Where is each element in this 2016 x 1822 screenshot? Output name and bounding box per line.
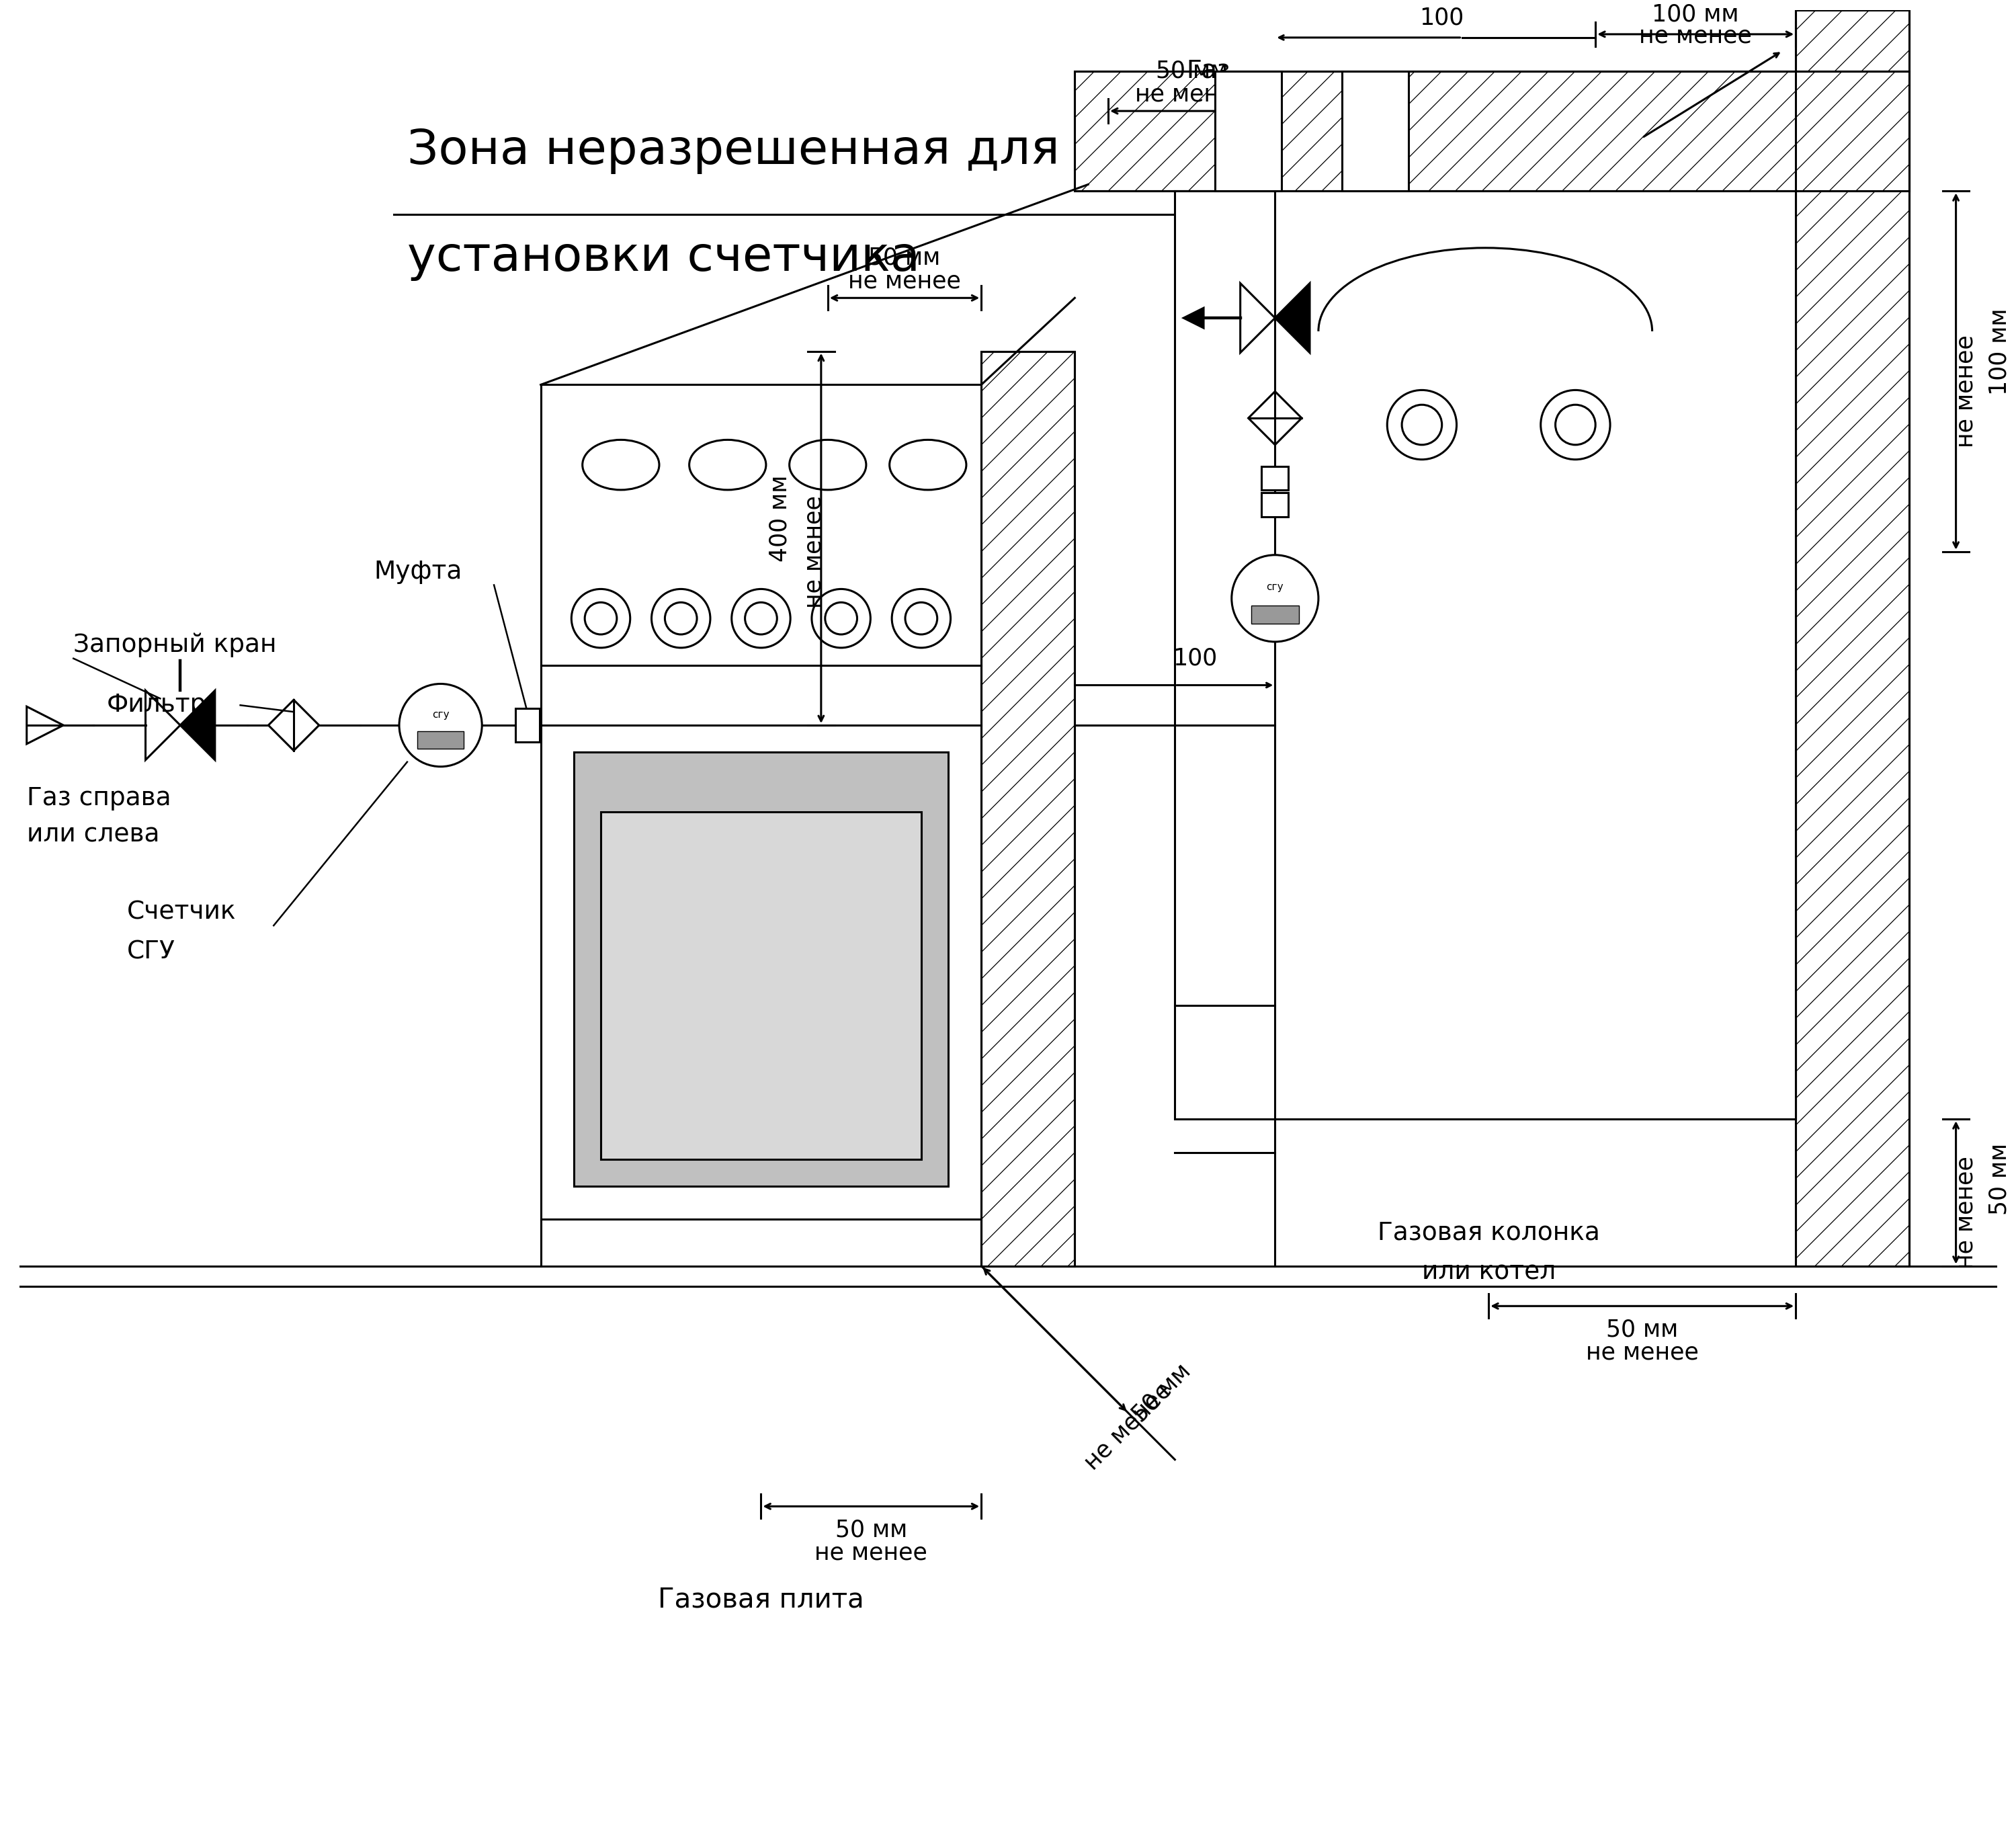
Bar bbox=[1796, 11, 1909, 1266]
Text: 400 мм: 400 мм bbox=[768, 476, 790, 561]
Text: 50 мм: 50 мм bbox=[835, 1518, 907, 1541]
Text: Фильтр: Фильтр bbox=[107, 692, 206, 718]
Text: 50 мм: 50 мм bbox=[1155, 60, 1228, 82]
Text: 100: 100 bbox=[1419, 5, 1464, 29]
Text: Муфта: Муфта bbox=[373, 559, 462, 583]
Text: Газ справа: Газ справа bbox=[26, 787, 171, 811]
Bar bbox=[1252, 605, 1298, 623]
Text: 100 мм: 100 мм bbox=[1988, 308, 2010, 395]
Text: Газовая плита: Газовая плита bbox=[657, 1587, 865, 1612]
Text: не менее: не менее bbox=[814, 1541, 927, 1565]
Text: Запорный кран: Запорный кран bbox=[73, 632, 276, 658]
Bar bbox=[1075, 71, 1909, 191]
Polygon shape bbox=[179, 691, 216, 760]
Bar bbox=[1262, 494, 1288, 517]
Bar bbox=[1343, 71, 1409, 191]
Bar bbox=[982, 352, 1075, 1266]
Text: не менее: не менее bbox=[849, 270, 962, 293]
Circle shape bbox=[399, 683, 482, 767]
Bar bbox=[1216, 71, 1282, 191]
Text: не менее: не менее bbox=[802, 496, 827, 609]
Text: не менее: не менее bbox=[1135, 82, 1248, 106]
Text: СГУ: СГУ bbox=[127, 940, 175, 964]
Bar bbox=[982, 352, 1075, 1266]
Text: 100 мм: 100 мм bbox=[1651, 4, 1740, 26]
Bar bbox=[1075, 71, 1909, 191]
Text: не менее: не менее bbox=[1956, 335, 1978, 448]
Polygon shape bbox=[1274, 282, 1310, 353]
Bar bbox=[1262, 466, 1288, 490]
Text: 50 мм: 50 мм bbox=[869, 246, 941, 270]
Text: не менее: не менее bbox=[1956, 1157, 1978, 1268]
Bar bbox=[575, 752, 948, 1186]
Bar bbox=[417, 731, 464, 749]
Text: 100: 100 bbox=[1173, 647, 1218, 670]
Text: Газ: Газ bbox=[1185, 58, 1230, 84]
Text: сгу: сгу bbox=[431, 709, 450, 720]
Bar bbox=[540, 384, 982, 1219]
Text: не менее: не менее bbox=[1081, 1377, 1175, 1474]
Text: не менее: не менее bbox=[1639, 26, 1752, 47]
Bar bbox=[516, 709, 540, 742]
Bar bbox=[1175, 191, 1796, 1119]
Text: Зона неразрешенная для: Зона неразрешенная для bbox=[407, 128, 1060, 175]
Text: установки счетчика: установки счетчика bbox=[407, 235, 919, 281]
Bar bbox=[601, 813, 921, 1159]
Bar bbox=[1075, 71, 1909, 191]
Text: сгу: сгу bbox=[1266, 581, 1284, 592]
Text: Счетчик: Счетчик bbox=[127, 900, 236, 924]
Text: или слева: или слева bbox=[26, 824, 159, 847]
Circle shape bbox=[1232, 556, 1318, 641]
Text: не менее: не менее bbox=[1587, 1341, 1699, 1365]
Bar bbox=[1796, 11, 1909, 1266]
Bar bbox=[982, 352, 1075, 1266]
Text: 50 мм: 50 мм bbox=[1988, 1142, 2010, 1215]
Polygon shape bbox=[1183, 308, 1204, 328]
Text: 50 мм: 50 мм bbox=[1129, 1359, 1195, 1427]
Bar bbox=[1796, 11, 1909, 1266]
Text: Газовая колонка: Газовая колонка bbox=[1377, 1221, 1601, 1244]
Text: 50 мм: 50 мм bbox=[1607, 1317, 1677, 1341]
Text: или котел: или котел bbox=[1421, 1261, 1556, 1285]
